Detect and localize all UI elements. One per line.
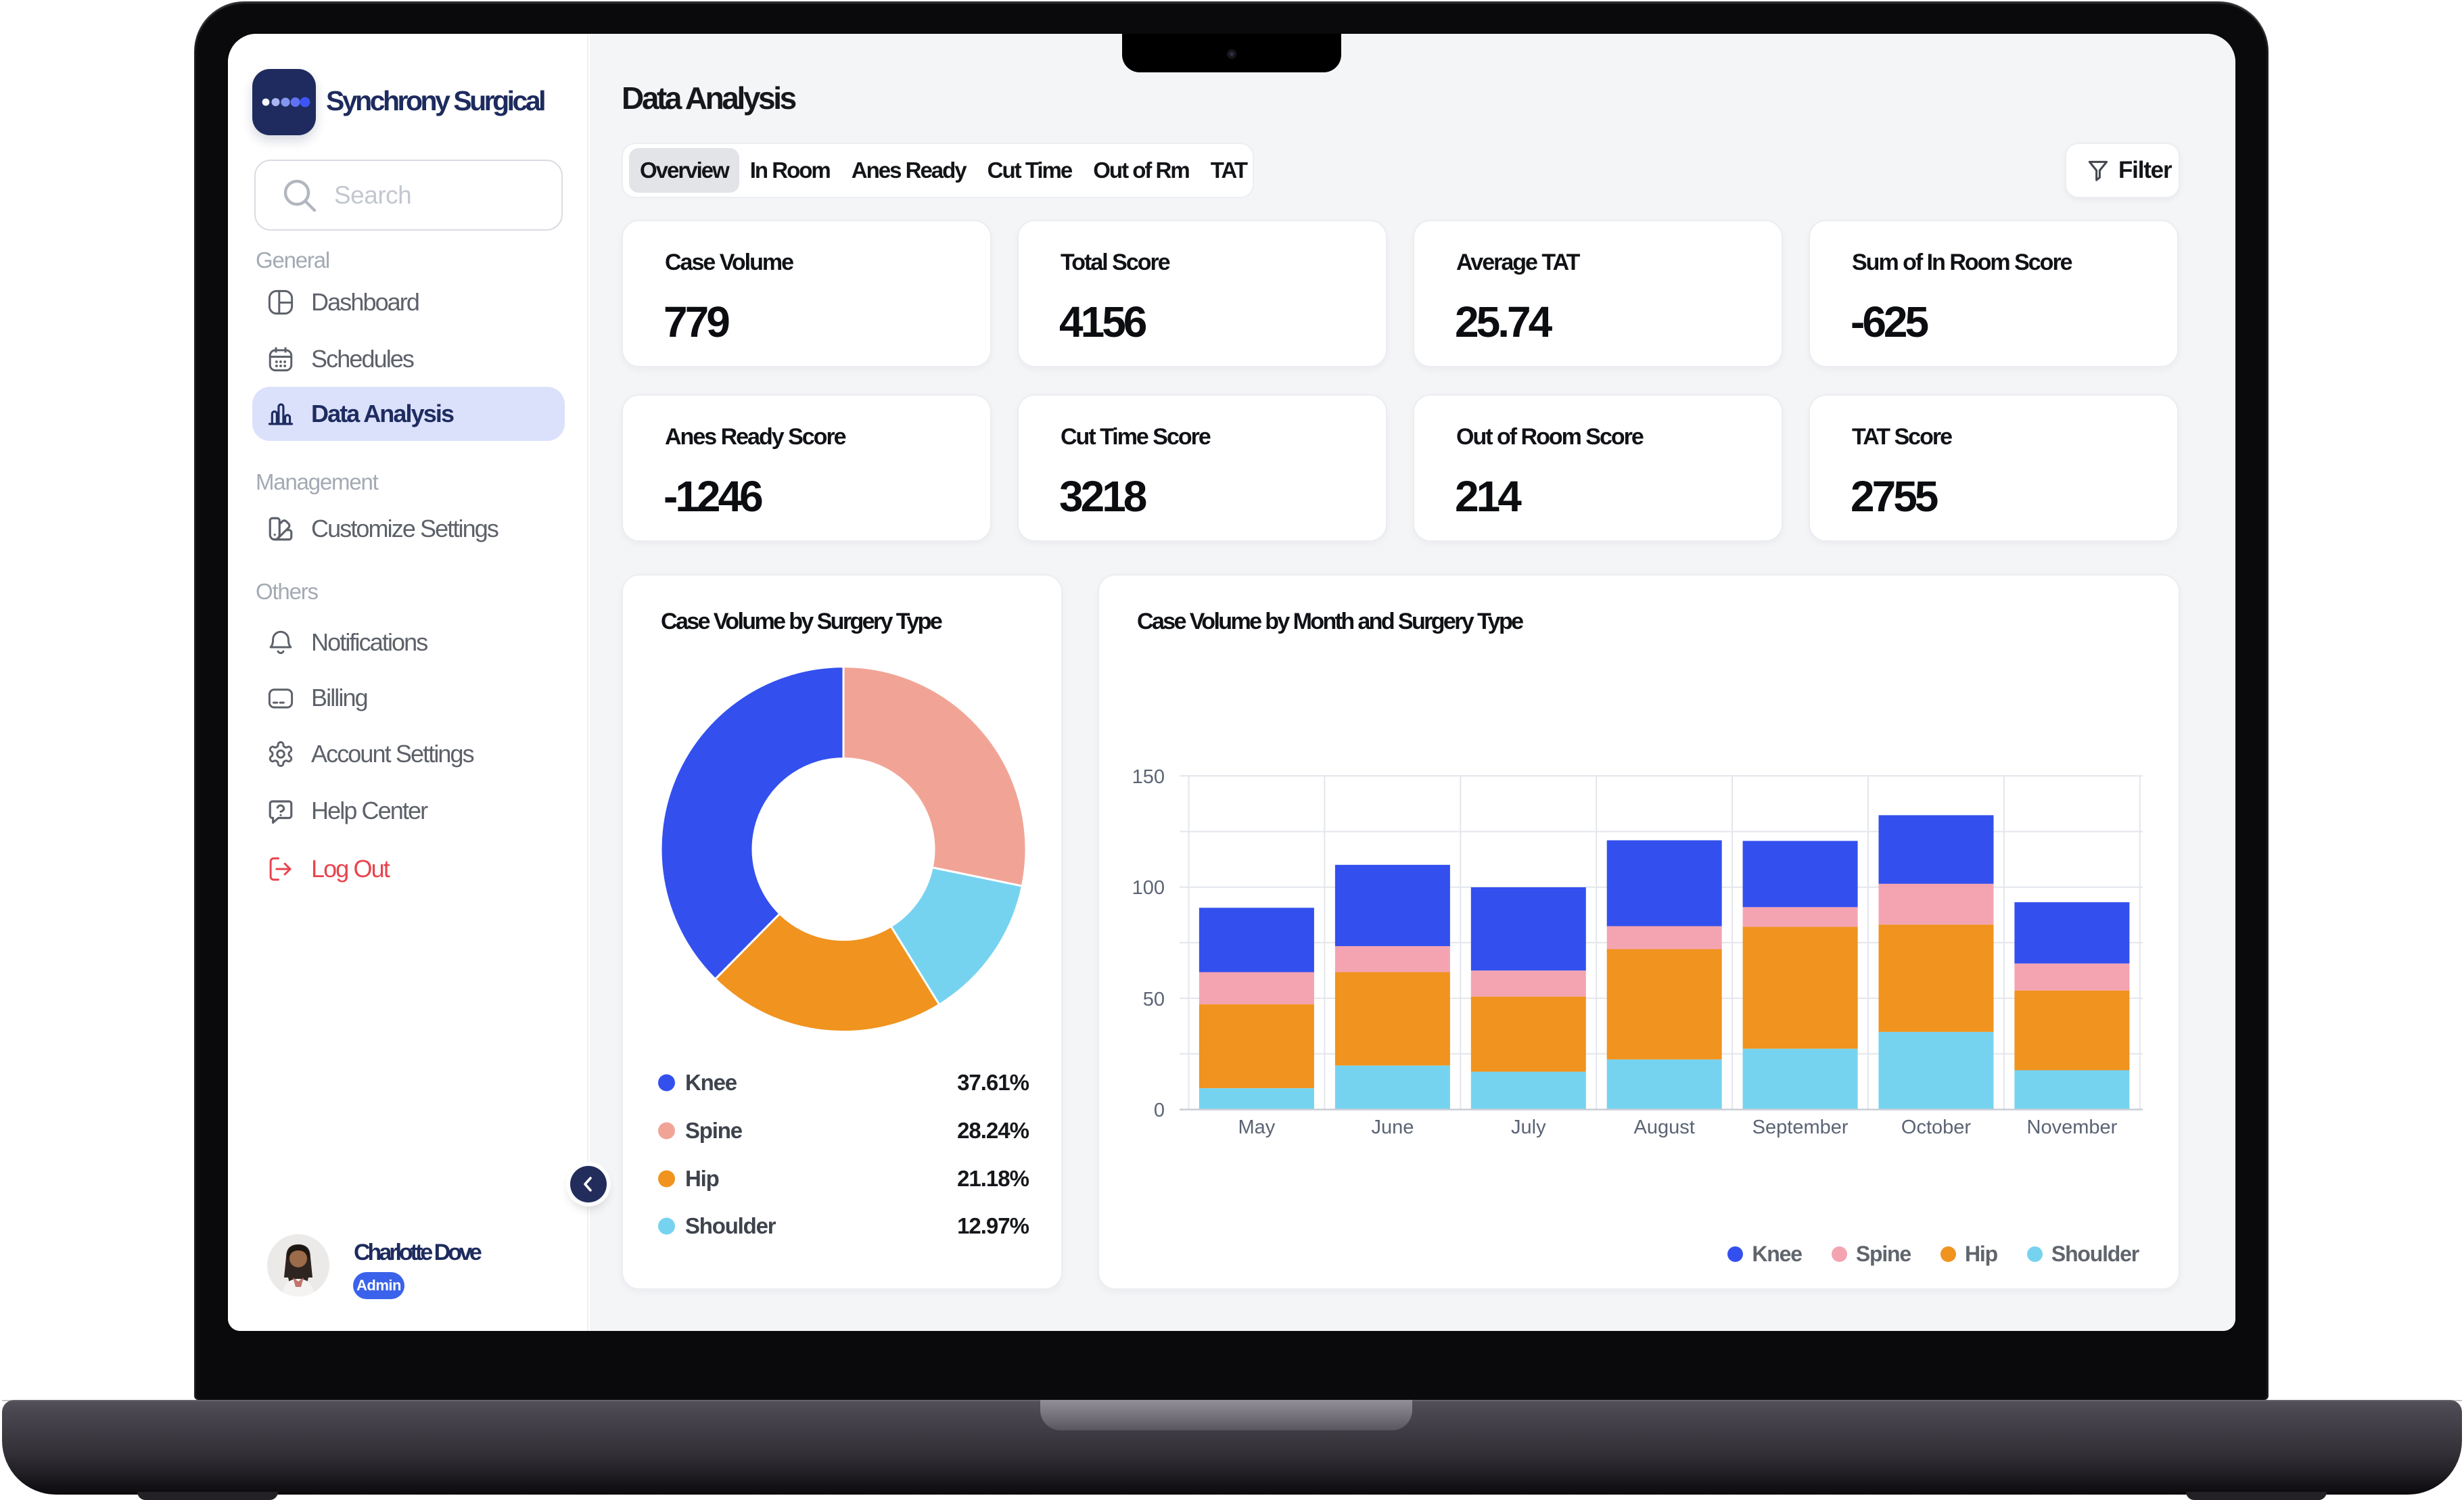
svg-text:June: June xyxy=(1371,1117,1414,1138)
svg-text:100: 100 xyxy=(1132,877,1165,899)
svg-text:50: 50 xyxy=(1143,989,1165,1010)
svg-text:August: August xyxy=(1634,1117,1695,1138)
svg-text:0: 0 xyxy=(1154,1100,1165,1121)
svg-text:October: October xyxy=(1901,1117,1971,1138)
svg-text:November: November xyxy=(2027,1117,2118,1138)
svg-text:September: September xyxy=(1752,1117,1849,1138)
svg-text:July: July xyxy=(1511,1117,1546,1138)
svg-text:May: May xyxy=(1238,1117,1276,1138)
svg-text:150: 150 xyxy=(1132,766,1165,788)
